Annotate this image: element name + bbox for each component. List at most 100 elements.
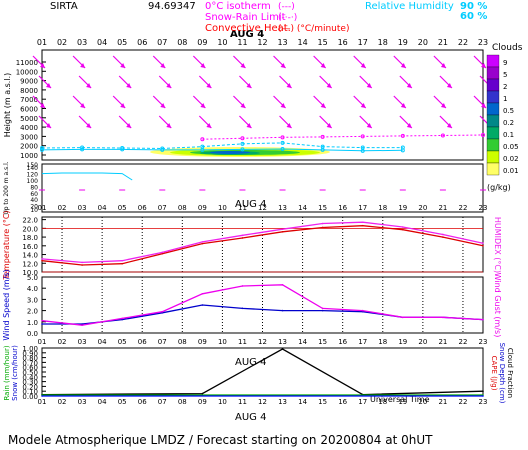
height-point-2-5 [400,133,405,138]
x-tick-rain-17: 17 [358,398,367,406]
rain-tick-1.00: 1.00 [22,345,38,353]
x-tick-mid-02: 02 [58,338,67,346]
temp-point-0-7 [321,226,324,229]
temp-point-1-7 [321,222,324,225]
x-tick-rain-02: 02 [58,398,67,406]
x-tick-top-03: 03 [77,38,87,47]
temp-series-1 [41,221,484,264]
temp-point-0-2 [121,262,123,265]
colorbar-label-9: 0.01 [503,167,519,175]
rh-value-90: 90 % [460,1,487,12]
wind-tick-2.0: 2.0 [27,308,38,316]
wind-tick-1.0: 1.0 [27,319,38,327]
height-point-2-4 [360,134,365,139]
wind-arrowhead-13-0 [280,63,286,68]
wind-arrowhead-3-1 [86,83,92,88]
x-tick-rain-12: 12 [258,398,267,406]
x-tick-low-15: 15 [318,204,327,212]
wind-y2label: Wind Gust (m/s) [493,273,502,338]
x-tick-top-10: 10 [217,38,227,47]
legend-style-1: (-·-·) [278,13,297,23]
wind-point-1-6 [281,284,284,286]
low-series-0 [41,172,133,181]
low-tick-20: 20 [30,204,38,211]
x-tick-low-21: 21 [438,204,447,212]
colorbar-swatch-3 [486,90,500,104]
wind-point-0-6 [281,309,284,312]
height-point-1-9 [400,145,405,150]
x-tick-top-18: 18 [378,38,388,47]
low-tick-60: 60 [30,191,38,198]
x-tick-mid-12: 12 [258,338,267,346]
x-tick-rain-11: 11 [238,398,247,406]
rain-point-2-0 [41,395,43,397]
temp-point-1-8 [361,221,364,224]
x-tick-mid-17: 17 [358,338,367,346]
wind-arrowhead-21-1 [446,83,452,88]
temp-series-0 [41,225,484,266]
rain-tick-0.40: 0.40 [22,374,38,382]
height-series-0 [41,148,403,152]
wind-arrowhead-3-3 [86,123,92,128]
height-point-0-5 [240,147,245,152]
x-tick-mid-21: 21 [438,338,447,346]
wind-arrowhead-17-1 [366,83,372,88]
colorbar-label-1: 5 [503,71,507,79]
colorbar-unit: (g/kg) [487,183,511,192]
height-tick-3000: 3000 [20,133,38,141]
wind-point-1-7 [321,307,324,310]
wind-arrowhead-9-2 [200,103,206,108]
colorbar-swatch-5 [486,114,500,128]
x-tick-rain-07: 07 [158,398,167,406]
x-tick-low-12: 12 [258,204,267,212]
temp-point-1-4 [201,241,204,243]
wind-tick-4.0: 4.0 [27,285,38,293]
wind-point-1-9 [402,316,404,319]
x-tick-rain-18: 18 [378,398,387,406]
x-tick-low-04: 04 [98,204,107,212]
x-tick-top-16: 16 [338,38,348,47]
wind-arrowhead-21-3 [446,123,452,128]
wind-arrowhead-13-2 [280,103,286,108]
wind-arrowhead-15-1 [326,83,332,88]
x-tick-top-02: 02 [57,38,67,47]
wind-point-1-1 [81,324,83,326]
wind-arrowhead-11-2 [240,103,246,108]
x-tick-mid-20: 20 [418,338,427,346]
x-tick-top-06: 06 [137,38,147,47]
wind-arrowhead-9-3 [206,123,212,128]
x-tick-top-14: 14 [297,38,307,47]
rain-ylabel: Rain (mm/hour) [3,345,11,400]
colorbar-swatch-0 [486,54,500,68]
x-tick-top-19: 19 [398,38,408,47]
wind-point-0-3 [161,312,164,314]
rh-value-60: 60 % [460,11,487,22]
wind-arrowhead-7-1 [166,83,172,88]
x-tick-rain-10: 10 [218,398,227,406]
wind-point-1-5 [241,285,244,287]
x-tick-low-23: 23 [479,204,488,212]
low-tick-10: 10 [30,207,38,214]
date-label-top: AUG 4 [230,29,264,40]
rain-point-2-1 [482,395,484,397]
wind-arrowhead-21-2 [440,103,446,108]
wind-arrowhead-11-0 [240,63,246,68]
temp-point-0-4 [201,242,204,245]
wind-arrowhead-15-0 [320,63,326,68]
height-point-2-0 [200,137,205,142]
x-tick-top-05: 05 [117,38,127,47]
x-tick-low-06: 06 [138,204,147,212]
rain-tick-0.90: 0.90 [22,350,38,358]
date-label-mid: AUG 4 [235,199,266,210]
height-point-1-7 [320,144,325,149]
x-tick-rain-20: 20 [418,398,427,406]
x-tick-mid-10: 10 [218,338,227,346]
x-tick-rain-01: 01 [38,398,47,406]
wind-arrowhead-19-0 [400,63,406,68]
x-tick-low-01: 01 [38,204,47,212]
legend-style-2: (—) (°C/minute) [278,24,349,34]
temp-y2label: HUMIDEX (°C) [493,217,502,273]
x-tick-low-08: 08 [178,204,187,212]
wind-tick-3.0: 3.0 [27,296,38,304]
